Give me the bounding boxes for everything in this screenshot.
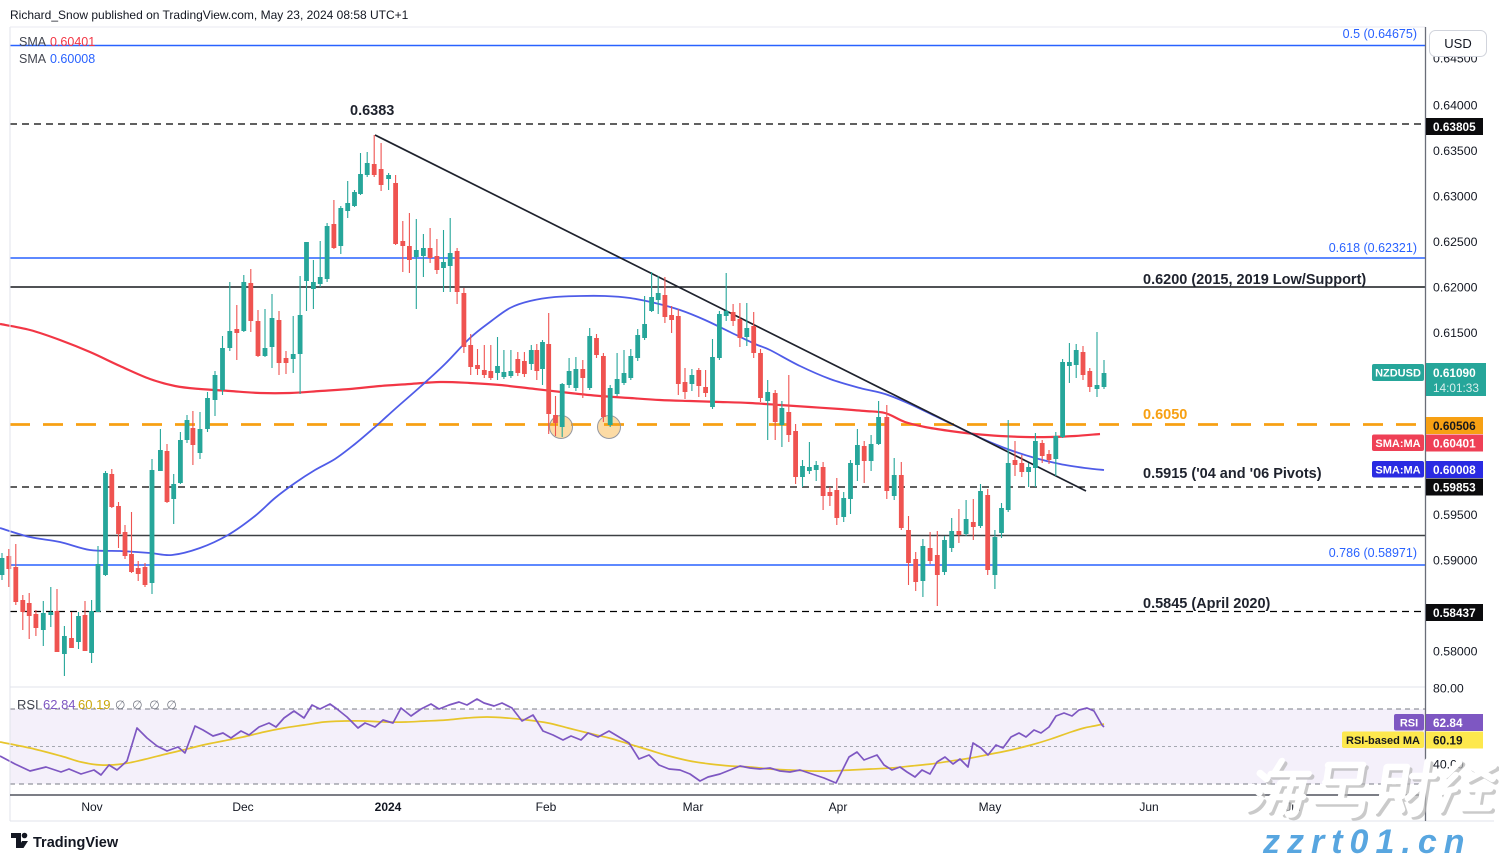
svg-text:0.62500: 0.62500 [1433, 235, 1478, 249]
svg-text:Dec: Dec [232, 800, 253, 814]
svg-text:Feb: Feb [536, 800, 557, 814]
svg-text:SMA:MA: SMA:MA [1375, 438, 1420, 450]
svg-text:0.5915 ('04 and '06 Pivots): 0.5915 ('04 and '06 Pivots) [1143, 466, 1322, 482]
svg-text:Jun: Jun [1139, 800, 1158, 814]
svg-text:0.60506: 0.60506 [1433, 419, 1476, 433]
svg-text:62.84: 62.84 [43, 697, 76, 712]
svg-text:0.60008: 0.60008 [50, 52, 95, 66]
svg-text:0.6050: 0.6050 [1143, 407, 1187, 423]
svg-text:RSI-based MA: RSI-based MA [1346, 735, 1420, 747]
svg-text:SMA: SMA [19, 35, 47, 49]
svg-text:RSI: RSI [17, 697, 39, 712]
svg-text:80.00: 80.00 [1433, 682, 1464, 696]
svg-text:SMA:MA: SMA:MA [1375, 464, 1420, 476]
svg-text:0.58000: 0.58000 [1433, 645, 1478, 659]
svg-text:0.58437: 0.58437 [1433, 606, 1476, 620]
svg-text:TradingView: TradingView [33, 835, 119, 851]
svg-text:0.61500: 0.61500 [1433, 326, 1478, 340]
svg-text:USD: USD [1444, 36, 1471, 51]
svg-text:NZDUSD: NZDUSD [1375, 368, 1421, 380]
svg-text:0.60008: 0.60008 [1433, 463, 1476, 477]
svg-text:0.786 (0.58971): 0.786 (0.58971) [1329, 546, 1417, 560]
svg-text:0.60401: 0.60401 [1433, 437, 1476, 451]
svg-text:0.60401: 0.60401 [50, 35, 95, 49]
svg-text:Mar: Mar [683, 800, 704, 814]
svg-text:0.59853: 0.59853 [1433, 481, 1476, 495]
svg-text:60.19: 60.19 [78, 697, 111, 712]
svg-text:0.63500: 0.63500 [1433, 144, 1478, 158]
svg-text:Apr: Apr [829, 800, 848, 814]
svg-text:0.59000: 0.59000 [1433, 554, 1478, 568]
svg-text:0.63000: 0.63000 [1433, 190, 1478, 204]
svg-text:0.6200 (2015, 2019 Low/Support: 0.6200 (2015, 2019 Low/Support) [1143, 272, 1366, 288]
svg-text:0.5845 (April 2020): 0.5845 (April 2020) [1143, 596, 1271, 612]
svg-text:60.19: 60.19 [1433, 734, 1463, 748]
svg-text:RSI: RSI [1400, 717, 1418, 729]
svg-text:0.63805: 0.63805 [1433, 120, 1476, 134]
svg-text:0.5 (0.64675): 0.5 (0.64675) [1343, 27, 1417, 41]
svg-text:Richard_Snow published on Trad: Richard_Snow published on TradingView.co… [10, 8, 409, 22]
svg-text:0.618 (0.62321): 0.618 (0.62321) [1329, 241, 1417, 255]
svg-text:62.84: 62.84 [1433, 716, 1463, 730]
svg-text:14:01:33: 14:01:33 [1433, 381, 1479, 395]
svg-text:2024: 2024 [375, 800, 402, 814]
svg-text:SMA: SMA [19, 52, 47, 66]
svg-text:May: May [979, 800, 1002, 814]
svg-text:0.62000: 0.62000 [1433, 281, 1478, 295]
svg-text:∅ ∅ ∅ ∅: ∅ ∅ ∅ ∅ [115, 698, 177, 712]
svg-text:0.61090: 0.61090 [1433, 366, 1476, 380]
svg-text:Nov: Nov [81, 800, 102, 814]
svg-text:0.64000: 0.64000 [1433, 99, 1478, 113]
svg-text:0.59500: 0.59500 [1433, 508, 1478, 522]
svg-text:0.6383: 0.6383 [350, 103, 394, 119]
svg-text:zzrt01.cn: zzrt01.cn [1262, 823, 1472, 857]
